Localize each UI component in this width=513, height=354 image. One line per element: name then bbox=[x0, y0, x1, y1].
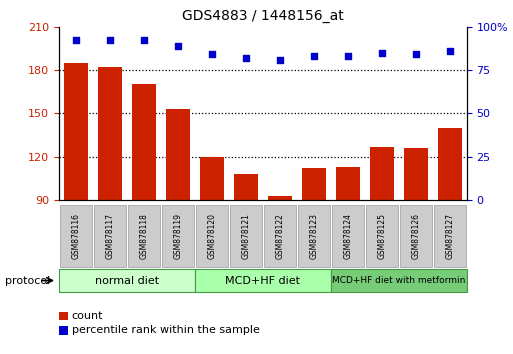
Text: GSM878121: GSM878121 bbox=[242, 213, 250, 259]
Title: GDS4883 / 1448156_at: GDS4883 / 1448156_at bbox=[182, 9, 344, 23]
Text: GSM878126: GSM878126 bbox=[411, 213, 420, 259]
Point bbox=[72, 38, 80, 43]
Text: GSM878122: GSM878122 bbox=[275, 213, 284, 259]
Text: MCD+HF diet with metformin: MCD+HF diet with metformin bbox=[332, 276, 465, 285]
Bar bbox=[98, 67, 122, 200]
Text: GSM878118: GSM878118 bbox=[140, 213, 148, 259]
Text: GSM878116: GSM878116 bbox=[71, 213, 81, 259]
Text: protocol: protocol bbox=[5, 275, 50, 286]
Text: GSM878124: GSM878124 bbox=[343, 213, 352, 259]
Bar bbox=[200, 156, 224, 200]
Point bbox=[208, 51, 216, 57]
Bar bbox=[166, 109, 190, 200]
Bar bbox=[336, 167, 360, 200]
Text: MCD+HF diet: MCD+HF diet bbox=[225, 275, 301, 286]
Point bbox=[446, 48, 454, 54]
Point bbox=[378, 50, 386, 55]
Text: percentile rank within the sample: percentile rank within the sample bbox=[72, 325, 260, 335]
Point bbox=[276, 57, 284, 62]
Text: GSM878123: GSM878123 bbox=[309, 213, 319, 259]
Point bbox=[140, 38, 148, 43]
Text: normal diet: normal diet bbox=[95, 275, 159, 286]
Point bbox=[310, 53, 318, 59]
Bar bbox=[234, 174, 258, 200]
Text: GSM878127: GSM878127 bbox=[445, 213, 455, 259]
Point bbox=[242, 55, 250, 61]
Bar bbox=[404, 148, 428, 200]
Point bbox=[412, 51, 420, 57]
Point bbox=[106, 38, 114, 43]
Point bbox=[344, 53, 352, 59]
Text: GSM878120: GSM878120 bbox=[207, 213, 216, 259]
Bar bbox=[370, 147, 394, 200]
Bar bbox=[132, 84, 156, 200]
Bar bbox=[302, 168, 326, 200]
Bar bbox=[438, 128, 462, 200]
Point bbox=[174, 43, 182, 48]
Bar bbox=[268, 196, 292, 200]
Text: GSM878119: GSM878119 bbox=[173, 213, 183, 259]
Text: count: count bbox=[72, 311, 103, 321]
Text: GSM878117: GSM878117 bbox=[106, 213, 114, 259]
Text: GSM878125: GSM878125 bbox=[378, 213, 386, 259]
Bar bbox=[64, 63, 88, 200]
